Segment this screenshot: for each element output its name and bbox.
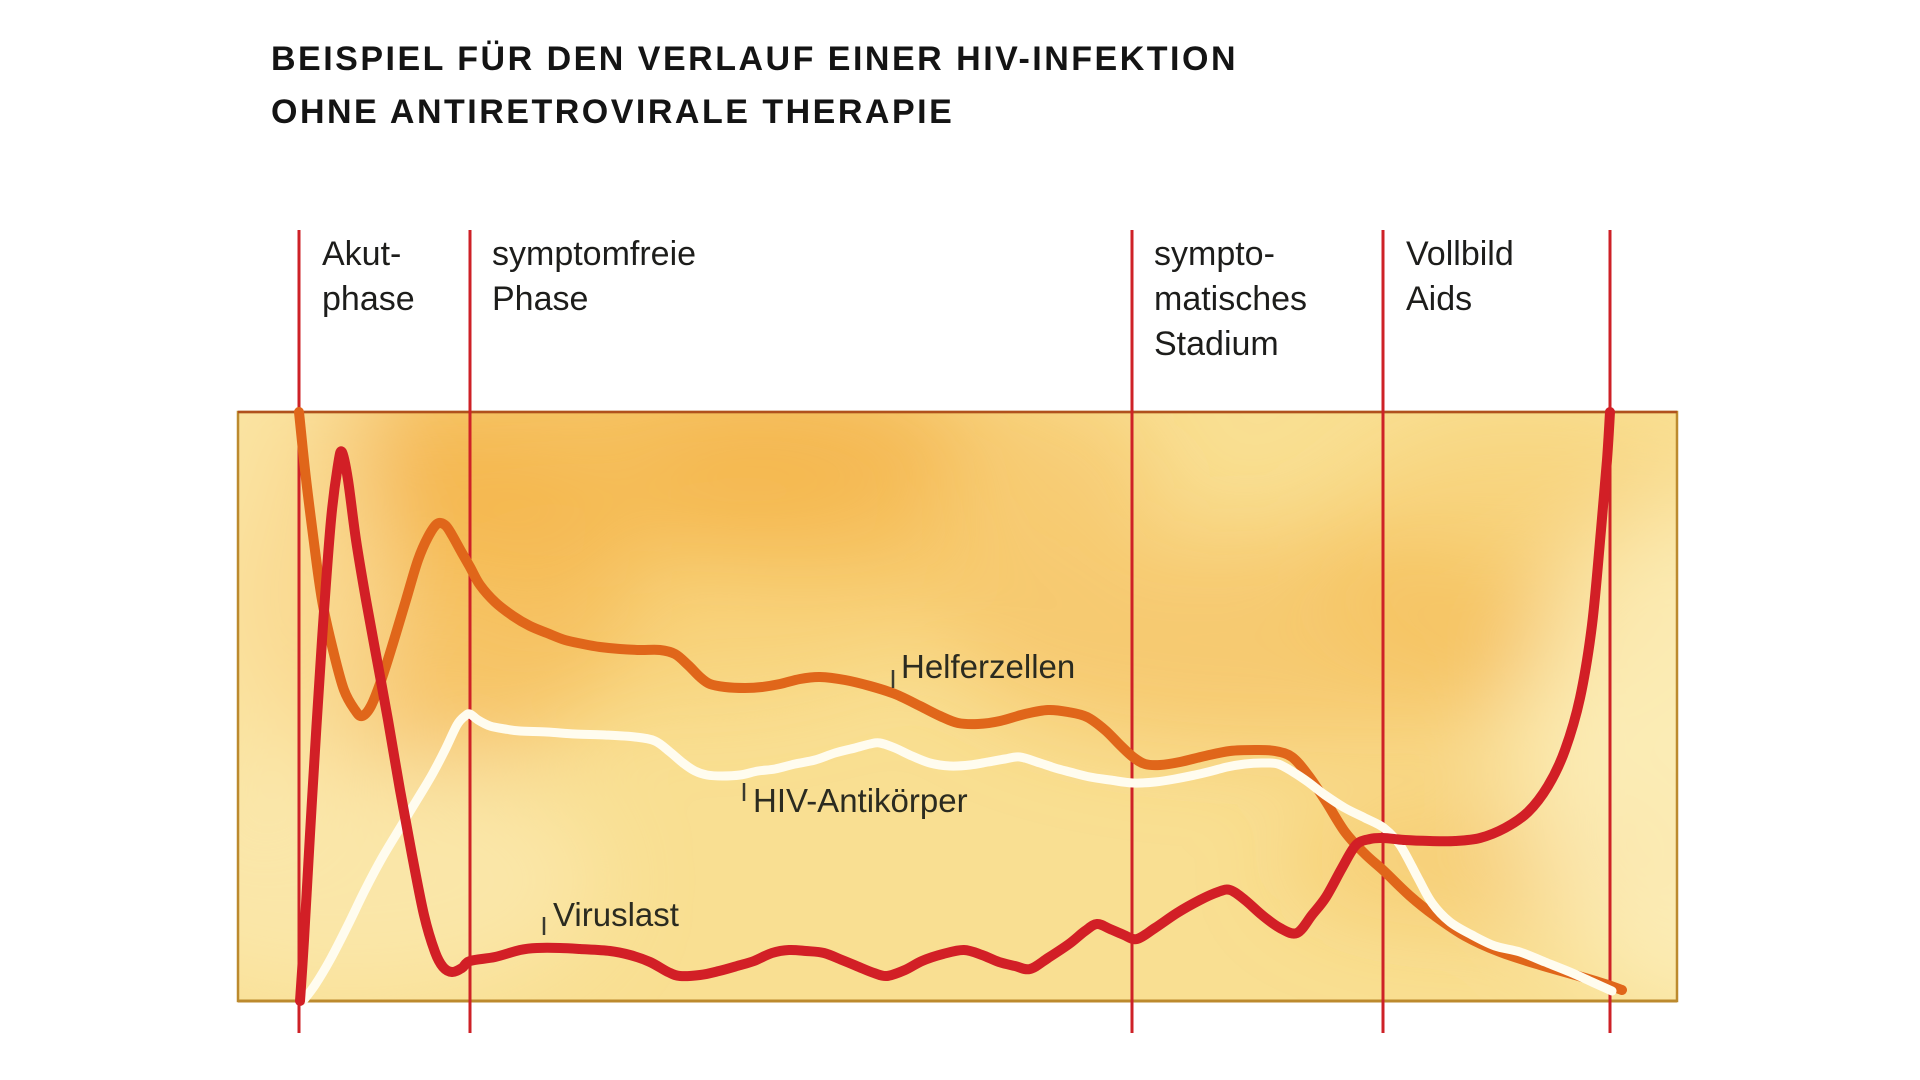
curve-label-helferzellen: Helferzellen xyxy=(901,648,1076,685)
curve-label-viruslast: Viruslast xyxy=(553,896,679,933)
background-blob xyxy=(1520,502,1677,1001)
phase-label-akutphase: Akut- phase xyxy=(322,235,415,318)
curve-viruslast xyxy=(295,407,1615,1006)
phase-label-symptomfrei: symptomfreie Phase xyxy=(492,235,697,318)
background-blob xyxy=(238,760,600,1000)
curve-helferzellen xyxy=(294,407,1627,995)
curve-hiv-antik-rper xyxy=(298,709,1617,1006)
background-blob xyxy=(238,412,378,840)
figure-title-line-2: OHNE ANTIRETROVIRALE THERAPIE xyxy=(271,93,955,131)
phase-label-vollbild-aids: Vollbild Aids xyxy=(1406,235,1514,318)
figure-title-line-1: BEISPIEL FÜR DEN VERLAUF EINER HIV-INFEK… xyxy=(271,40,1239,78)
phase-label-symptomatisch: sympto- matisches Stadium xyxy=(1154,235,1308,363)
curve-label-antikoerper: HIV-Antikörper xyxy=(753,782,968,819)
